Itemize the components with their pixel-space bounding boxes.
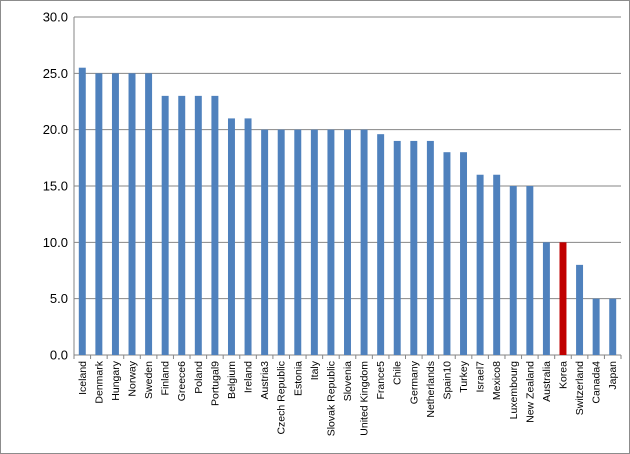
y-tick-label: 20.0: [43, 122, 68, 137]
bar: [261, 129, 269, 355]
bar: [493, 174, 501, 355]
bar: [178, 95, 186, 355]
x-tick-label: United Kingdom: [359, 361, 371, 436]
bar: [161, 95, 169, 355]
x-tick-label: Israel7: [475, 361, 487, 393]
x-tick-label: Estonia: [292, 361, 304, 396]
x-tick-label: Czech Republic: [276, 361, 288, 435]
x-tick-label: Norway: [127, 360, 139, 396]
bar: [609, 298, 617, 355]
bar: [526, 186, 534, 355]
x-tick-label: Denmark: [93, 360, 105, 403]
bar: [360, 129, 368, 355]
x-tick-label: Spain10: [441, 361, 453, 400]
bar: [460, 152, 468, 355]
x-tick-label: Greece6: [176, 361, 188, 401]
bar: [227, 118, 235, 356]
x-tick-label: Australia: [541, 361, 553, 402]
bar: [410, 140, 418, 355]
x-tick-label: Germany: [408, 360, 420, 404]
x-tick-label: Mexico8: [491, 361, 503, 400]
x-tick-label: Turkey: [458, 360, 470, 392]
bar: [194, 95, 202, 355]
x-tick-label: Chile: [392, 361, 404, 385]
bar: [277, 129, 285, 355]
x-tick-label: New Zealand: [524, 361, 536, 423]
x-tick-label: Slovak Republic: [325, 361, 337, 436]
y-tick-label: 30.0: [43, 10, 68, 25]
bar: [211, 95, 219, 355]
y-tick-label: 5.0: [50, 291, 68, 306]
x-tick-label: Belgium: [226, 361, 238, 399]
bar: [310, 129, 318, 355]
x-tick-label: Switzerland: [574, 361, 586, 415]
x-tick-label: Canada4: [591, 361, 603, 404]
bar: [145, 73, 153, 355]
x-tick-label: Italy: [309, 360, 321, 380]
x-tick-label: Luxembourg: [508, 361, 520, 420]
x-tick-label: Netherlands: [425, 361, 437, 418]
bar: [294, 129, 302, 355]
x-tick-label: Sweden: [143, 361, 155, 399]
bar: [426, 140, 434, 355]
bar: [576, 264, 584, 355]
x-tick-label: Slovenia: [342, 361, 354, 401]
x-tick-label: Hungary: [110, 360, 122, 400]
x-tick-label: Finland: [160, 361, 172, 396]
bar: [128, 73, 136, 355]
bar: [542, 242, 550, 355]
bar: [244, 118, 252, 356]
bar: [559, 242, 567, 355]
bar: [393, 140, 401, 355]
bar: [592, 298, 600, 355]
bar: [476, 174, 484, 355]
x-tick-label: Iceland: [77, 361, 89, 395]
y-tick-label: 0.0: [50, 348, 68, 363]
y-tick-label: 10.0: [43, 235, 68, 250]
bar: [95, 73, 103, 355]
bar: [111, 73, 119, 355]
bar: [344, 129, 351, 355]
x-tick-label: Austria3: [259, 361, 271, 400]
x-tick-label: France5: [375, 361, 387, 400]
bar: [78, 67, 86, 355]
x-tick-label: Poland: [193, 361, 205, 394]
y-tick-label: 25.0: [43, 66, 68, 81]
bar: [377, 134, 385, 355]
bar: [443, 152, 451, 355]
x-tick-label: Ireland: [243, 361, 255, 393]
bar: [327, 129, 335, 355]
y-tick-label: 15.0: [43, 179, 68, 194]
x-tick-label: Portugal9: [209, 361, 221, 406]
x-tick-label: Japan: [607, 361, 619, 390]
bar: [509, 186, 517, 355]
x-tick-label: Korea: [557, 361, 569, 389]
